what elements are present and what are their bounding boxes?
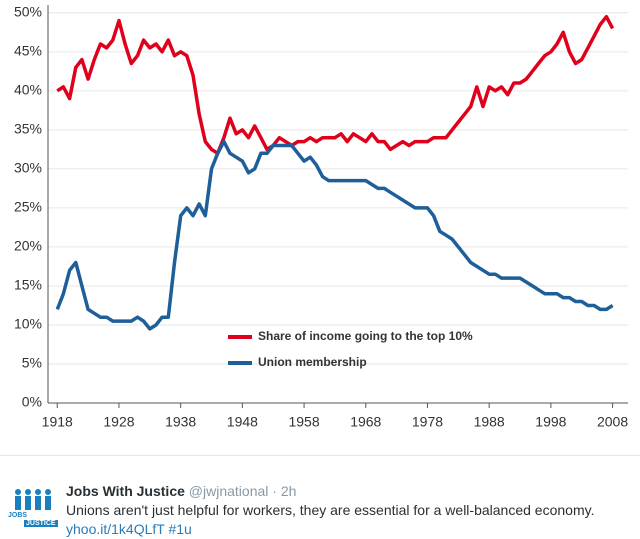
x-tick-label: 1948 — [227, 414, 258, 430]
chart: 0% 5% 10% 15% 20% 25% 30% 35% 40% 45% 50% 1918 1928 1… — [14, 4, 628, 430]
series-line — [56, 14, 615, 156]
tweet-text: Unions aren't just helpful for workers, … — [66, 502, 595, 518]
x-tick-label: 2008 — [597, 414, 628, 430]
avatar-text: JOBS — [8, 512, 28, 519]
y-tick-label: 40% — [14, 82, 42, 98]
y-tick-label: 30% — [14, 160, 42, 176]
series-line — [55, 139, 614, 331]
hashtag[interactable]: #1u — [168, 521, 192, 537]
y-tick-label: 10% — [14, 316, 42, 332]
meta[interactable]: @jwjnational · 2h — [188, 483, 297, 499]
avatar-icon — [15, 489, 51, 510]
avatar[interactable]: JOBS JUSTICE — [8, 486, 58, 532]
legend-label: Share of income going to the top 10% — [258, 329, 473, 343]
y-tick-label: 50% — [14, 4, 42, 20]
avatar-text: JUSTICE — [24, 520, 58, 527]
x-tick-label: 1988 — [474, 414, 505, 430]
x-tick-label: 1958 — [288, 414, 319, 430]
y-tick-label: 15% — [14, 277, 42, 293]
x-tick-label: 1938 — [165, 414, 196, 430]
y-tick-label: 35% — [14, 121, 42, 137]
y-tick-label: 45% — [14, 43, 42, 59]
y-tick-label: 5% — [22, 355, 42, 371]
x-tick-label: 1968 — [350, 414, 381, 430]
y-tick-label: 0% — [22, 394, 42, 410]
y-tick-label: 25% — [14, 199, 42, 215]
x-tick-label: 1918 — [42, 414, 73, 430]
tweet: JOBS JUSTICE Jobs With Justice @jwjnatio… — [0, 455, 640, 538]
x-tick-label: 1928 — [103, 414, 134, 430]
y-tick-label: 20% — [14, 238, 42, 254]
link[interactable]: yhoo.it/1k4QLfT — [66, 521, 165, 537]
tweet-body: Jobs With Justice @jwjnational · 2h Unio… — [66, 482, 636, 539]
author[interactable]: Jobs With Justice — [66, 483, 185, 499]
legend-label: Union membership — [258, 355, 367, 369]
x-tick-label: 1978 — [412, 414, 443, 430]
x-tick-label: 1998 — [535, 414, 566, 430]
